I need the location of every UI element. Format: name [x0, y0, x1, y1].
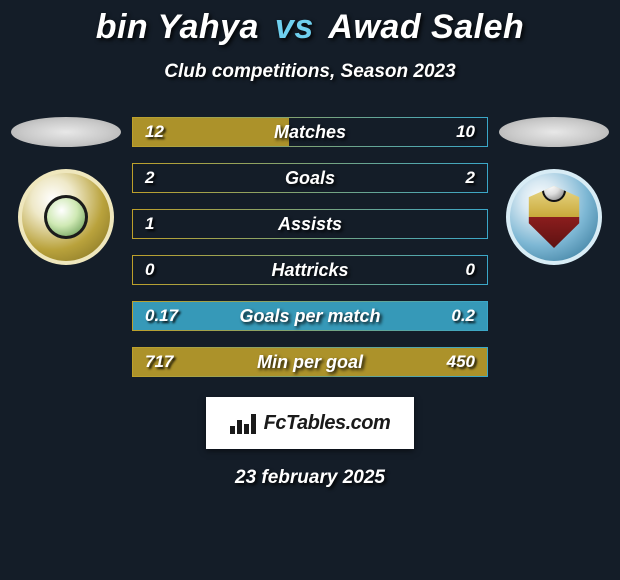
stat-value-left: 717 — [133, 352, 185, 372]
date-label: 23 february 2025 — [0, 467, 620, 489]
stat-value-left: 12 — [133, 122, 176, 142]
stat-value-left: 2 — [133, 168, 166, 188]
player2-club-crest-icon — [506, 169, 602, 265]
player1-club-crest-icon — [18, 169, 114, 265]
shield-icon — [526, 186, 582, 248]
stat-value-left: 1 — [133, 214, 166, 234]
right-side — [494, 117, 614, 265]
infographic-root: bin Yahya vs Awad Saleh Club competition… — [0, 0, 620, 489]
stat-row: 0.17Goals per match0.2 — [132, 301, 488, 331]
stat-value-left: 0 — [133, 260, 166, 280]
stat-value-right: 2 — [454, 168, 487, 188]
stat-value-right: 0 — [454, 260, 487, 280]
source-logo-text: FcTables.com — [264, 412, 391, 435]
vs-label: vs — [275, 8, 314, 46]
stat-value-right: 10 — [444, 122, 487, 142]
stats-column: 12Matches102Goals21Assists0Hattricks00.1… — [132, 117, 488, 377]
stat-row: 0Hattricks0 — [132, 255, 488, 285]
player2-name: Awad Saleh — [328, 8, 524, 46]
stat-label: Goals — [133, 168, 487, 189]
stat-value-right: 450 — [435, 352, 487, 372]
stat-value-left: 0.17 — [133, 306, 190, 326]
stat-label: Matches — [133, 122, 487, 143]
stat-row: 2Goals2 — [132, 163, 488, 193]
stat-value-right: 0.2 — [439, 306, 487, 326]
page-title: bin Yahya vs Awad Saleh — [0, 8, 620, 47]
stat-row: 717Min per goal450 — [132, 347, 488, 377]
main-layout: 12Matches102Goals21Assists0Hattricks00.1… — [0, 117, 620, 377]
stat-row: 12Matches10 — [132, 117, 488, 147]
stat-label: Assists — [133, 214, 487, 235]
source-logo: FcTables.com — [206, 397, 414, 449]
player2-shadow-ellipse — [499, 117, 609, 147]
left-side — [6, 117, 126, 265]
bar-chart-icon — [230, 412, 258, 434]
subtitle: Club competitions, Season 2023 — [0, 61, 620, 83]
stat-row: 1Assists — [132, 209, 488, 239]
stat-label: Hattricks — [133, 260, 487, 281]
player1-name: bin Yahya — [96, 8, 259, 46]
player1-shadow-ellipse — [11, 117, 121, 147]
